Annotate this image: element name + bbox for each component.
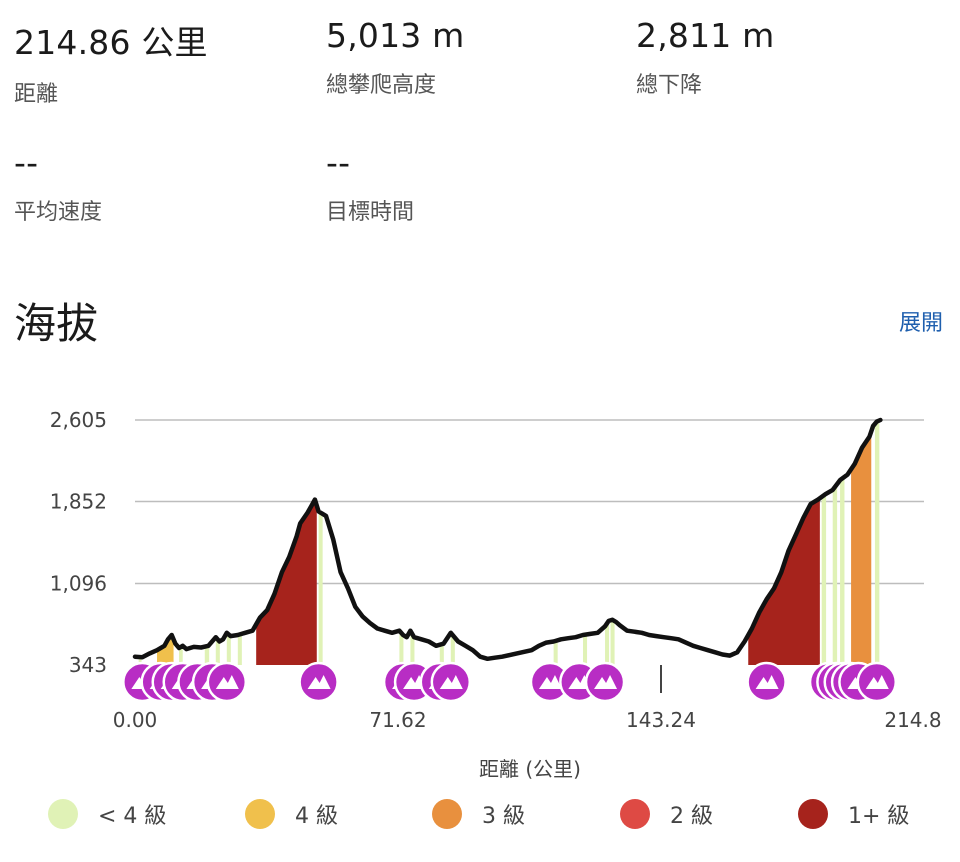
climb-markers[interactable] <box>122 661 898 703</box>
legend-label: 1+ 級 <box>848 804 910 829</box>
grade-segment-lt4 <box>553 640 558 665</box>
climb-marker[interactable] <box>856 661 898 703</box>
legend-swatch <box>798 799 828 829</box>
stat-target-time-label: 目標時間 <box>326 200 415 225</box>
legend-item: 4 級 <box>245 798 338 830</box>
legend-label: 3 級 <box>482 804 525 829</box>
legend-label: 4 級 <box>295 804 338 829</box>
x-tick-label: 71.62 <box>369 708 426 732</box>
stat-target-time: -- 目標時間 <box>326 143 414 226</box>
x-tick-label: 143.24 <box>626 708 696 732</box>
climb-marker[interactable] <box>430 661 472 703</box>
mountain-icon <box>307 675 331 689</box>
grade-segment-lt4 <box>318 511 323 665</box>
legend-swatch <box>432 799 462 829</box>
stat-avg-speed-label: 平均速度 <box>14 200 103 225</box>
grade-segment-lt4 <box>439 643 444 665</box>
mountain-icon <box>755 675 779 689</box>
grade-segment-lt4 <box>179 645 183 665</box>
x-tick-label: 0.00 <box>113 708 158 732</box>
stat-target-time-value: -- <box>326 143 351 182</box>
grade-segment-4 <box>157 634 174 665</box>
stat-climb-label: 總攀爬高度 <box>326 73 437 98</box>
grade-segment-lt4 <box>821 493 827 665</box>
y-tick-label: 1,852 <box>50 490 107 514</box>
legend-item: 3 級 <box>432 798 525 830</box>
grade-segments <box>138 420 880 665</box>
legend-item: 2 級 <box>620 798 713 830</box>
climb-marker[interactable] <box>298 661 339 703</box>
grade-segment-lt4 <box>583 634 588 665</box>
y-tick-label: 2,605 <box>50 408 107 432</box>
stat-avg-speed: -- 平均速度 <box>14 143 102 226</box>
grade-segment-lt4 <box>832 484 838 665</box>
stat-climb: 5,013 m 總攀爬高度 <box>326 16 465 99</box>
x-axis-title: 距離 (公里) <box>479 757 581 781</box>
mountain-icon <box>439 675 463 689</box>
grade-segment-lt4 <box>399 630 404 665</box>
stat-climb-value: 5,013 m <box>326 16 465 55</box>
section-title: 海拔 <box>14 299 99 348</box>
grade-segment-lt4 <box>226 632 231 665</box>
grade-segment-lt4 <box>605 620 610 665</box>
x-tick-label: 214.8 <box>884 708 941 732</box>
y-axis-labels: 343 1,096 1,852 2,605 <box>50 408 107 677</box>
grade-segment-3 <box>851 431 872 665</box>
climb-marker[interactable] <box>584 661 626 703</box>
mountain-icon <box>865 675 889 689</box>
legend-swatch <box>620 799 650 829</box>
legend: < 4 級 4 級 3 級 2 級 1+ 級 <box>0 798 960 838</box>
legend-label: < 4 級 <box>98 804 167 829</box>
y-tick-label: 343 <box>69 653 107 677</box>
grade-segment-lt4 <box>215 637 220 665</box>
stat-descent: 2,811 m 總下降 <box>636 16 775 99</box>
grade-segment-lt4 <box>610 619 615 665</box>
stat-avg-speed-value: -- <box>14 143 39 182</box>
stat-distance: 214.86 公里 距離 <box>14 16 208 108</box>
grade-segment-lt4 <box>204 644 210 665</box>
mountain-icon <box>594 675 618 689</box>
legend-swatch <box>48 799 78 829</box>
mountain-icon <box>215 675 239 689</box>
grade-segment-lt4 <box>450 632 455 665</box>
elevation-line <box>132 417 883 662</box>
climb-marker[interactable] <box>206 661 248 703</box>
grade-segment-lt4 <box>840 476 845 665</box>
legend-item: 1+ 級 <box>798 798 909 830</box>
legend-label: 2 級 <box>670 804 713 829</box>
grade-segment-lt4 <box>237 633 242 665</box>
stat-distance-value: 214.86 公里 <box>14 23 208 62</box>
stat-descent-label: 總下降 <box>636 73 703 98</box>
stat-descent-value: 2,811 m <box>636 16 775 55</box>
grade-segment-1plus <box>748 498 820 665</box>
expand-link[interactable]: 展開 <box>898 311 943 336</box>
legend-swatch <box>245 799 275 829</box>
x-axis-labels: 0.00 71.62 143.24 214.8 <box>113 708 942 732</box>
legend-item: < 4 級 <box>48 798 166 830</box>
y-tick-label: 1,096 <box>50 571 107 595</box>
stat-distance-label: 距離 <box>14 82 59 107</box>
grade-segment-lt4 <box>874 420 880 665</box>
grade-segment-1plus <box>256 499 317 665</box>
mountain-icon <box>538 675 562 689</box>
climb-marker[interactable] <box>746 661 787 703</box>
